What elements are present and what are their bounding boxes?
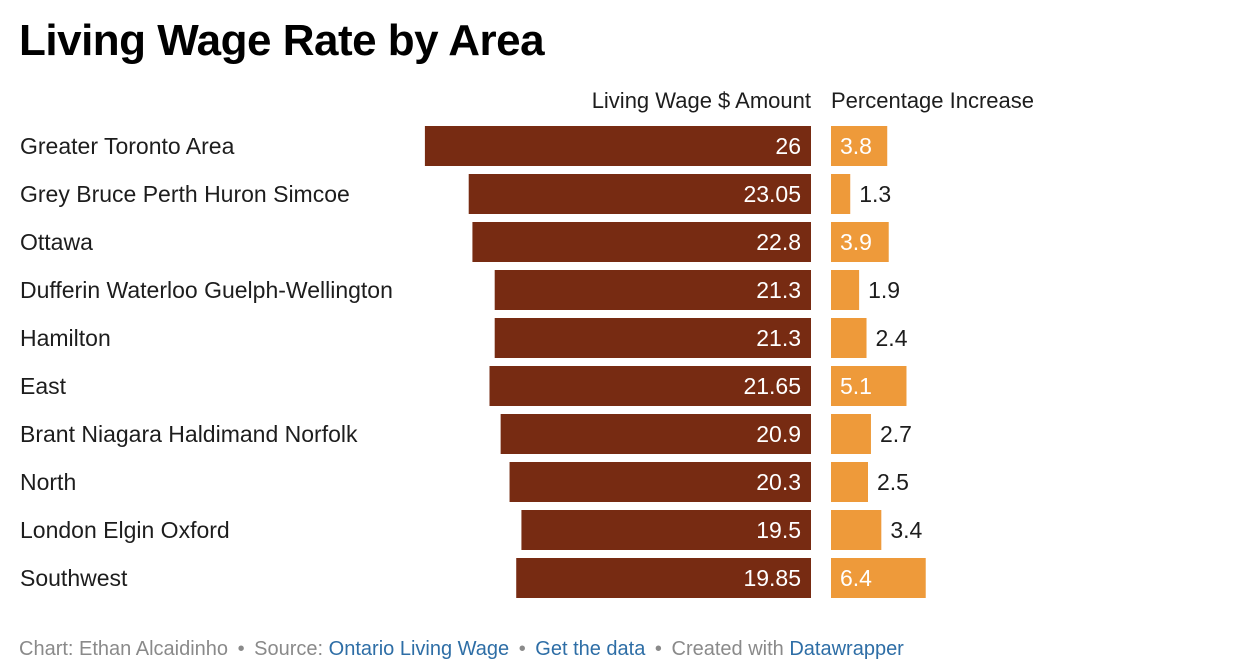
pct-value-label-london-elgin-oxford: 3.4 (890, 517, 922, 543)
category-label-north: North (20, 469, 76, 495)
source-link[interactable]: Ontario Living Wage (328, 638, 510, 660)
pct-value-label-north: 2.5 (877, 469, 909, 495)
wage-value-label-london-elgin-oxford: 19.5 (756, 517, 801, 543)
wage-value-label-ottawa: 22.8 (756, 229, 801, 255)
category-label-hamilton: Hamilton (20, 325, 111, 351)
chart-title: Living Wage Rate by Area (19, 16, 545, 65)
pct-bar-london-elgin-oxford (831, 510, 882, 550)
footer-separator: • (518, 638, 526, 660)
footer-source-label: Source: (254, 638, 324, 660)
category-label-dufferin-waterloo-guelph-wellington: Dufferin Waterloo Guelph-Wellington (20, 277, 393, 303)
category-label-east: East (20, 373, 67, 399)
pct-bar-east (831, 366, 907, 406)
pct-bar-hamilton (831, 318, 867, 358)
column-header-percentage: Percentage Increase (831, 88, 1035, 113)
pct-value-label-southwest: 6.4 (840, 565, 872, 591)
pct-value-label-hamilton: 2.4 (876, 325, 908, 351)
pct-bar-greater-toronto-area (831, 126, 888, 166)
datawrapper-link[interactable]: Datawrapper (789, 638, 904, 660)
wage-bar-hamilton (494, 318, 811, 358)
pct-value-label-east: 5.1 (840, 373, 872, 399)
footer-credit: Chart: Ethan Alcaidinho (19, 638, 229, 660)
wage-value-label-hamilton: 21.3 (756, 325, 801, 351)
category-label-london-elgin-oxford: London Elgin Oxford (20, 517, 230, 543)
footer-created-label: Created with (671, 638, 784, 660)
get-data-link[interactable]: Get the data (535, 638, 646, 660)
wage-bar-brant-niagara-haldimand-norfolk (500, 414, 811, 454)
category-label-ottawa: Ottawa (20, 229, 93, 255)
pct-bar-north (831, 462, 868, 502)
wage-bar-north (509, 462, 811, 502)
wage-bar-ottawa (472, 222, 811, 262)
wage-bar-east (489, 366, 811, 406)
wage-bar-london-elgin-oxford (521, 510, 811, 550)
pct-value-label-brant-niagara-haldimand-norfolk: 2.7 (880, 421, 912, 447)
wage-value-label-southwest: 19.85 (743, 565, 801, 591)
pct-bar-dufferin-waterloo-guelph-wellington (831, 270, 860, 310)
category-label-brant-niagara-haldimand-norfolk: Brant Niagara Haldimand Norfolk (20, 421, 358, 447)
category-label-southwest: Southwest (20, 565, 128, 591)
pct-bar-ottawa (831, 222, 889, 262)
footer-separator: • (654, 638, 662, 660)
category-label-greater-toronto-area: Greater Toronto Area (20, 133, 235, 159)
wage-bar-dufferin-waterloo-guelph-wellington (494, 270, 811, 310)
wage-bar-southwest (516, 558, 811, 598)
wage-value-label-dufferin-waterloo-guelph-wellington: 21.3 (756, 277, 801, 303)
pct-value-label-greater-toronto-area: 3.8 (840, 133, 872, 159)
chart-footer: Chart: Ethan Alcaidinho • Source: Ontari… (19, 638, 904, 661)
wage-value-label-grey-bruce-perth-huron-simcoe: 23.05 (743, 181, 801, 207)
footer-separator: • (237, 638, 245, 660)
wage-bar-greater-toronto-area (424, 126, 811, 166)
wage-bar-grey-bruce-perth-huron-simcoe (468, 174, 811, 214)
pct-value-label-ottawa: 3.9 (840, 229, 872, 255)
wage-value-label-greater-toronto-area: 26 (775, 133, 801, 159)
pct-value-label-dufferin-waterloo-guelph-wellington: 1.9 (868, 277, 900, 303)
category-label-grey-bruce-perth-huron-simcoe: Grey Bruce Perth Huron Simcoe (20, 181, 350, 207)
pct-bar-southwest (831, 558, 926, 598)
pct-bar-brant-niagara-haldimand-norfolk (831, 414, 871, 454)
column-header-wage: Living Wage $ Amount (591, 88, 811, 113)
wage-value-label-north: 20.3 (756, 469, 801, 495)
wage-value-label-brant-niagara-haldimand-norfolk: 20.9 (756, 421, 801, 447)
wage-value-label-east: 21.65 (743, 373, 801, 399)
pct-bar-grey-bruce-perth-huron-simcoe (831, 174, 851, 214)
bar-chart: Greater Toronto Area 26 3.8 Grey Bruce Pert… (20, 126, 926, 598)
pct-value-label-grey-bruce-perth-huron-simcoe: 1.3 (859, 181, 891, 207)
